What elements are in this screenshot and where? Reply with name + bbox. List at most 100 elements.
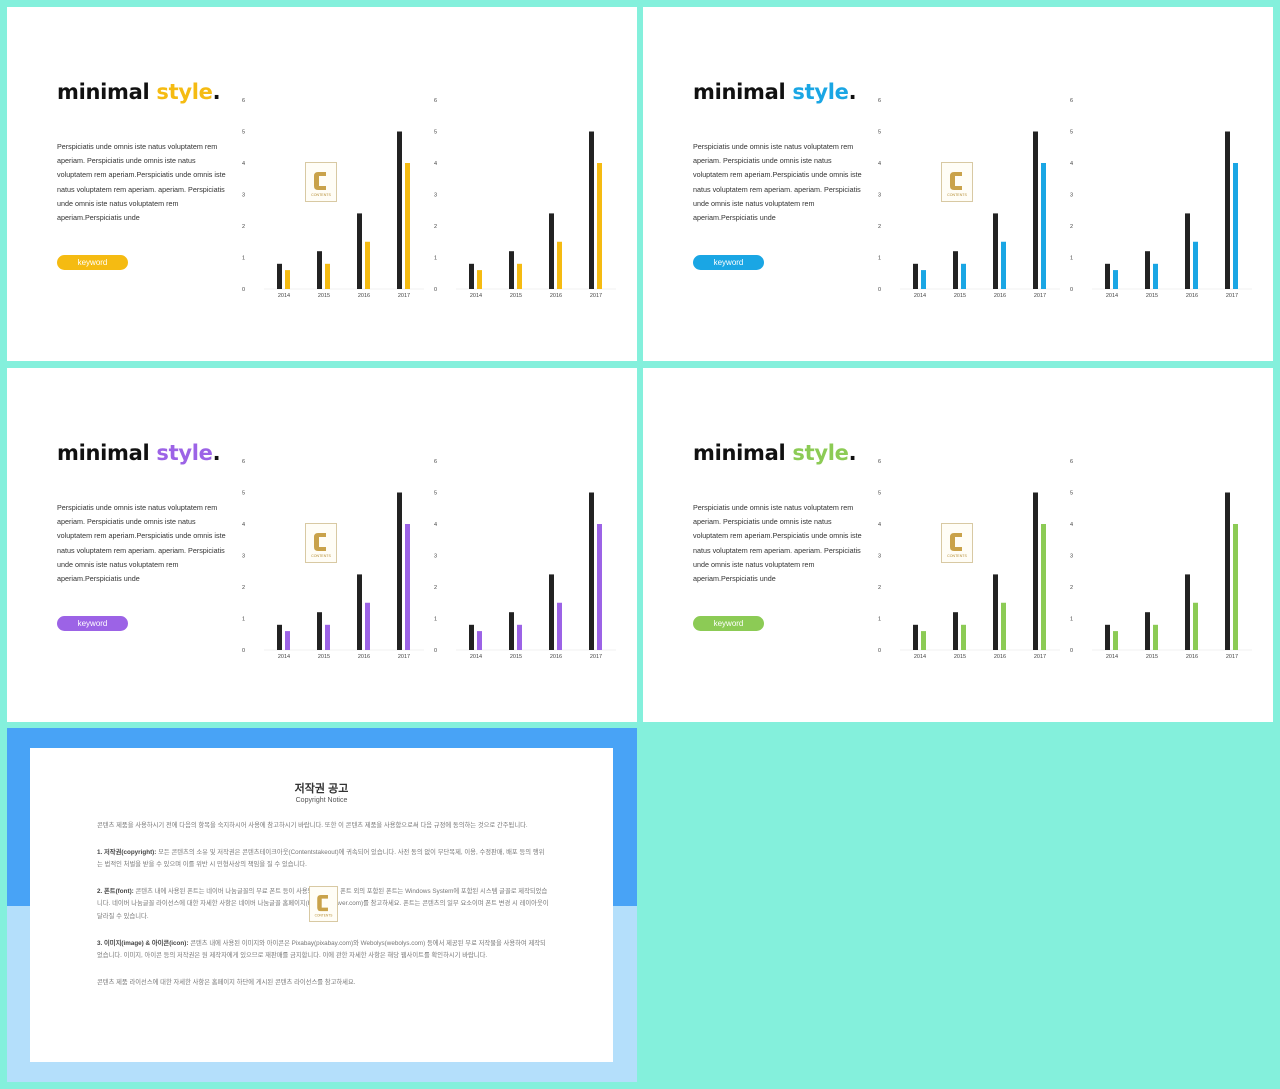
bar-dark: [469, 624, 474, 650]
x-tick-label: 2015: [318, 654, 330, 660]
title-accent: style: [792, 441, 849, 465]
bar-dark: [589, 492, 594, 650]
body-text: Perspiciatis unde omnis iste natus volup…: [57, 503, 226, 584]
y-tick-label: 6: [434, 459, 437, 465]
y-tick-label: 0: [242, 287, 245, 293]
bar-accent: [1153, 263, 1158, 289]
bar-dark: [1033, 131, 1038, 289]
x-tick-label: 2017: [1226, 654, 1238, 660]
bar-accent: [921, 270, 926, 289]
y-tick-label: 2: [1070, 224, 1073, 230]
x-tick-label: 2014: [1106, 293, 1118, 299]
y-tick-label: 6: [1070, 98, 1073, 104]
y-tick-label: 2: [878, 224, 881, 230]
x-tick-label: 2015: [1146, 293, 1158, 299]
svg-text:CONTENTS: CONTENTS: [947, 193, 967, 197]
y-tick-label: 6: [242, 459, 245, 465]
y-tick-label: 0: [242, 648, 245, 654]
bar-dark: [589, 131, 594, 289]
bar-dark: [1225, 131, 1230, 289]
bar-dark: [509, 612, 514, 650]
y-tick-label: 2: [878, 585, 881, 591]
x-tick-label: 2017: [590, 293, 602, 299]
keyword-button[interactable]: keyword: [57, 255, 128, 270]
y-tick-label: 2: [1070, 585, 1073, 591]
slide-title: minimal style.: [693, 80, 857, 104]
y-tick-label: 3: [434, 193, 437, 199]
y-tick-label: 0: [878, 648, 881, 654]
y-tick-label: 0: [1070, 648, 1073, 654]
bar-dark: [953, 251, 958, 289]
svg-text:CONTENTS: CONTENTS: [315, 914, 333, 918]
slide-title: minimal style.: [57, 80, 221, 104]
bar-dark: [549, 574, 554, 650]
bar-accent: [285, 270, 290, 289]
bar-dark: [277, 263, 282, 289]
bar-chart-left: 0 1 2 3 4 5 6 2014 2015 2016 2017: [242, 87, 427, 302]
svg-text:CONTENTS: CONTENTS: [947, 554, 967, 558]
bar-accent: [597, 163, 602, 289]
bar-accent: [325, 263, 330, 289]
y-tick-label: 5: [242, 130, 245, 136]
bar-accent: [365, 602, 370, 650]
y-tick-label: 2: [434, 224, 437, 230]
bar-accent: [1193, 602, 1198, 650]
bar-accent: [1193, 241, 1198, 289]
copyright-section-1: 1. 저작권(copyright): 모든 콘텐츠의 소유 및 저작권은 콘텐츠…: [97, 848, 545, 869]
x-tick-label: 2016: [994, 654, 1006, 660]
y-tick-label: 5: [878, 491, 881, 497]
x-tick-label: 2017: [1034, 654, 1046, 660]
y-tick-label: 3: [1070, 193, 1073, 199]
keyword-button[interactable]: keyword: [57, 616, 128, 631]
y-tick-label: 5: [434, 491, 437, 497]
watermark-logo-icon: CONTENTS: [305, 523, 337, 563]
bar-accent: [557, 241, 562, 289]
keyword-button[interactable]: keyword: [693, 616, 764, 631]
y-tick-label: 1: [878, 256, 881, 262]
y-tick-label: 4: [434, 522, 437, 528]
chart-svg: 0 1 2 3 4 5 6 2014 2015 2016 2017: [1070, 459, 1252, 660]
x-tick-label: 2017: [590, 654, 602, 660]
y-tick-label: 1: [242, 617, 245, 623]
y-tick-label: 0: [434, 648, 437, 654]
slide-blue: minimal style. Perspiciatis unde omnis i…: [643, 7, 1273, 361]
x-tick-label: 2015: [954, 654, 966, 660]
bar-dark: [1225, 492, 1230, 650]
chart-svg: 0 1 2 3 4 5 6 2014 2015 2016 2017: [1070, 98, 1252, 299]
x-tick-label: 2017: [1226, 293, 1238, 299]
bar-dark: [277, 624, 282, 650]
x-tick-label: 2016: [550, 654, 562, 660]
y-tick-label: 0: [434, 287, 437, 293]
y-tick-label: 4: [242, 522, 245, 528]
bar-chart-right: 0 1 2 3 4 5 6 2014 2015 2016 2017: [434, 87, 619, 302]
bar-accent: [1001, 602, 1006, 650]
y-tick-label: 1: [242, 256, 245, 262]
y-tick-label: 3: [878, 193, 881, 199]
chart-svg: 0 1 2 3 4 5 6 2014 2015 2016 2017: [878, 98, 1060, 299]
bar-chart-left: 0 1 2 3 4 5 6 2014 2015 2016 2017: [878, 448, 1063, 663]
x-tick-label: 2015: [1146, 654, 1158, 660]
chart-svg: 0 1 2 3 4 5 6 2014 2015 2016 2017: [878, 459, 1060, 660]
copyright-section-3: 3. 이미지(image) & 아이콘(icon): 콘텐츠 내에 사용된 이미…: [97, 939, 546, 960]
bar-chart-left: 0 1 2 3 4 5 6 2014 2015 2016 2017: [242, 448, 427, 663]
title-accent: style: [156, 441, 213, 465]
bar-accent: [1153, 624, 1158, 650]
bar-accent: [597, 524, 602, 650]
slide-green: minimal style. Perspiciatis unde omnis i…: [643, 368, 1273, 722]
x-tick-label: 2017: [398, 293, 410, 299]
y-tick-label: 4: [878, 161, 881, 167]
bar-dark: [1105, 263, 1110, 289]
bar-accent: [365, 241, 370, 289]
x-tick-label: 2017: [1034, 293, 1046, 299]
y-tick-label: 3: [242, 554, 245, 560]
x-tick-label: 2016: [1186, 654, 1198, 660]
chart-svg: 0 1 2 3 4 5 6 2014 2015 2016 2017: [434, 459, 616, 660]
bar-dark: [357, 574, 362, 650]
y-tick-label: 3: [1070, 554, 1073, 560]
y-tick-label: 5: [434, 130, 437, 136]
y-tick-label: 2: [242, 224, 245, 230]
y-tick-label: 4: [1070, 522, 1073, 528]
keyword-button[interactable]: keyword: [693, 255, 764, 270]
svg-text:CONTENTS: CONTENTS: [311, 554, 331, 558]
x-tick-label: 2016: [550, 293, 562, 299]
